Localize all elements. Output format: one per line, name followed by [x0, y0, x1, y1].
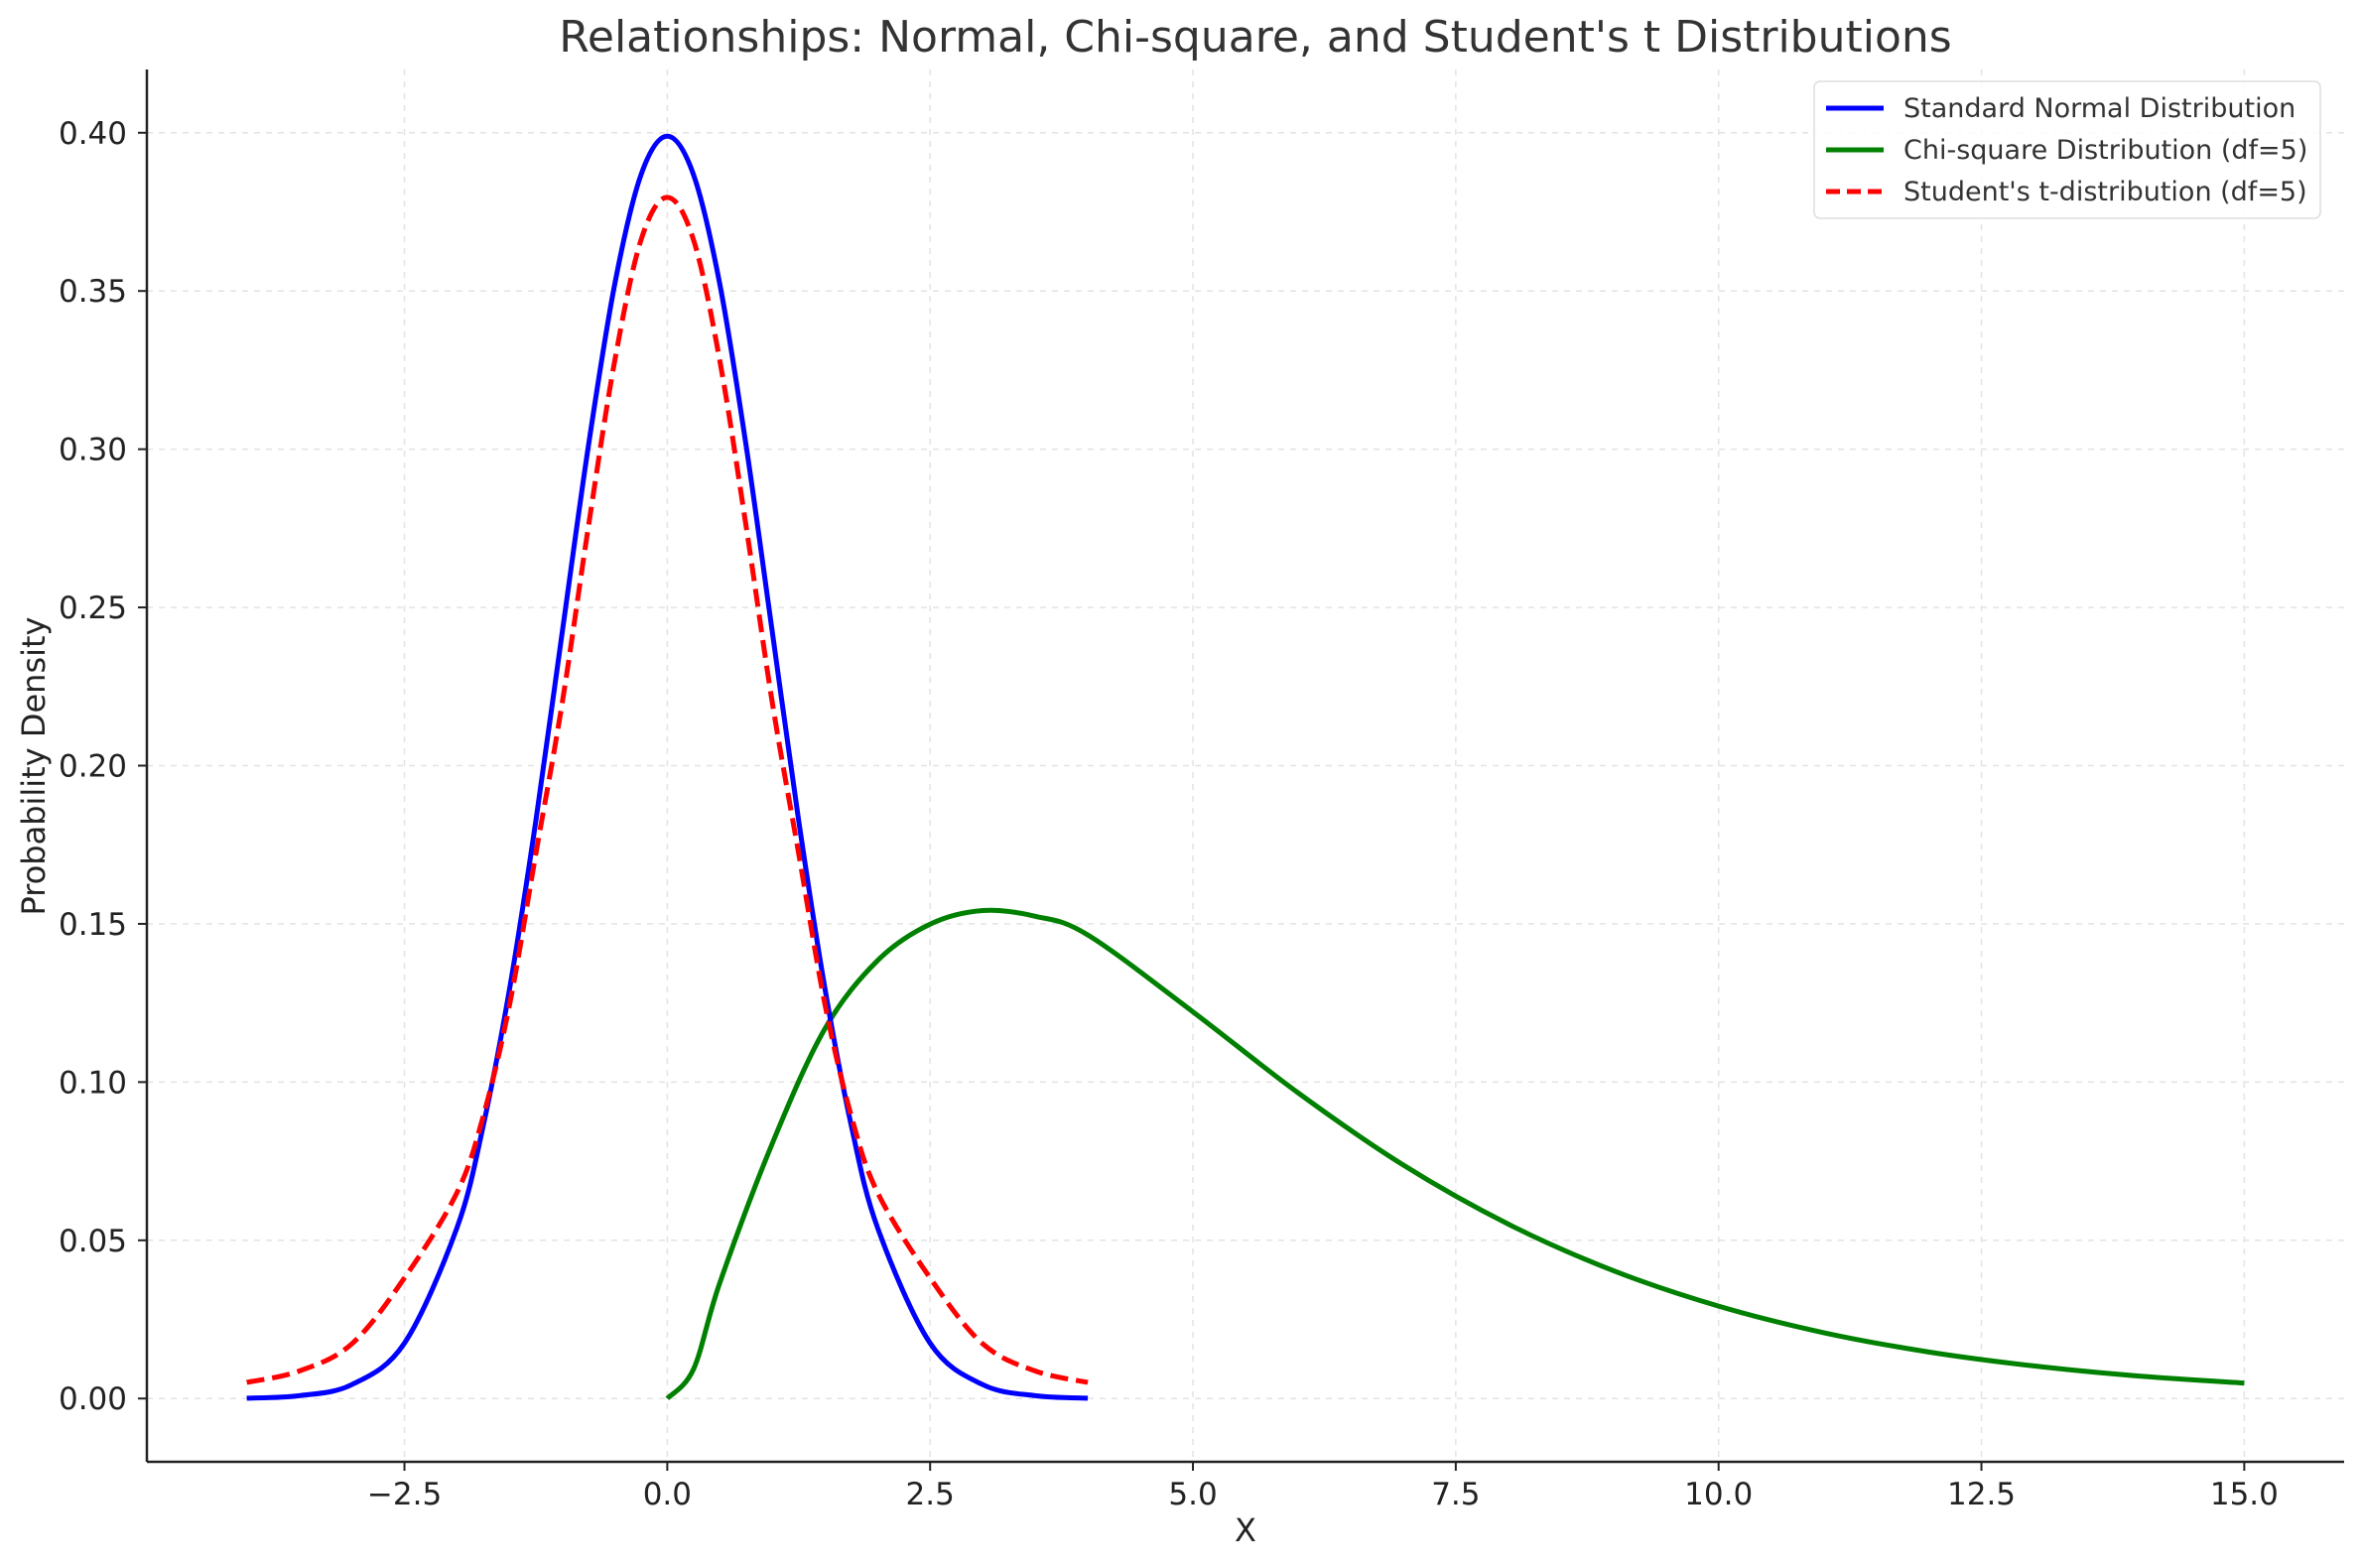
y-tick-label: 0.15: [59, 907, 127, 943]
y-tick-label: 0.00: [59, 1381, 127, 1417]
y-ticks: 0.00 0.05 0.10 0.15 0.20 0.25 0.30 0.35 0.40: [59, 116, 147, 1417]
x-ticks: −2.5 0.0 2.5 5.0 7.5 10.0 12.5 15.0: [367, 1462, 2279, 1512]
x-axis-label: X: [1235, 1511, 1256, 1549]
x-tick-label: 10.0: [1684, 1477, 1753, 1512]
x-tick-label: 0.0: [643, 1477, 692, 1512]
y-tick-label: 0.30: [59, 433, 127, 468]
y-tick-label: 0.25: [59, 590, 127, 626]
legend: Standard Normal Distribution Chi-square D…: [1813, 80, 2321, 219]
series-layer: [246, 133, 2245, 1401]
x-tick-label: 15.0: [2210, 1477, 2279, 1512]
x-tick-label: 12.5: [1947, 1477, 2016, 1512]
y-tick-label: 0.35: [59, 274, 127, 310]
series-line-2: [246, 195, 1089, 1385]
y-tick-label: 0.20: [59, 749, 127, 785]
x-tick-label: 7.5: [1431, 1477, 1480, 1512]
x-tick-label: 5.0: [1168, 1477, 1217, 1512]
legend-label-2: Student's t-distribution (df=5): [1903, 177, 2307, 207]
y-tick-label: 0.10: [59, 1065, 127, 1101]
y-axis-label: Probability Density: [15, 617, 53, 916]
chart-title: Relationships: Normal, Chi-square, and S…: [559, 12, 1951, 63]
legend-label-1: Chi-square Distribution (df=5): [1903, 135, 2307, 166]
y-tick-label: 0.40: [59, 116, 127, 152]
series-line-1: [665, 907, 2245, 1401]
legend-label-0: Standard Normal Distribution: [1903, 93, 2295, 124]
series-line-0: [246, 133, 1089, 1401]
y-tick-label: 0.05: [59, 1224, 127, 1259]
x-tick-label: 2.5: [906, 1477, 955, 1512]
grid: [147, 69, 2344, 1462]
legend-box: [1813, 80, 2321, 219]
x-tick-label: −2.5: [367, 1477, 442, 1512]
